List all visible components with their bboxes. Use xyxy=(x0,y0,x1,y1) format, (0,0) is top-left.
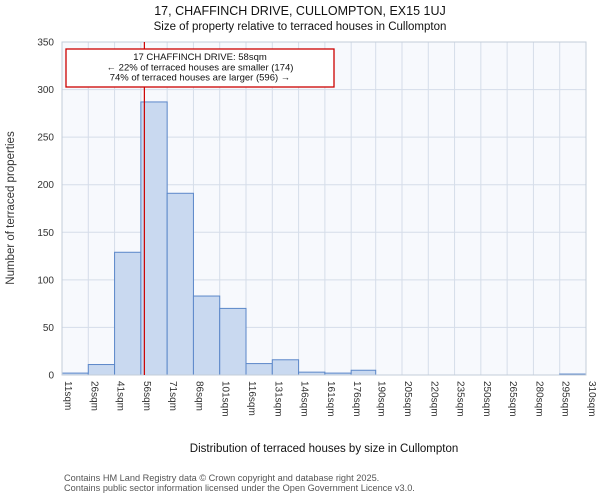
y-tick-label: 350 xyxy=(37,38,54,49)
x-tick-label: 190sqm xyxy=(376,381,387,417)
tick-labels: 11sqm 26sqm 41sqm 56sqm 71sqm 86sqm 101sqm 116s… xyxy=(37,38,597,417)
x-tick-label: 71sqm xyxy=(167,381,178,411)
x-tick-label: 310sqm xyxy=(586,381,597,417)
x-tick-label: 41sqm xyxy=(115,381,126,411)
y-tick-label: 250 xyxy=(37,133,54,144)
y-tick-label: 50 xyxy=(43,323,55,334)
x-tick-label: 265sqm xyxy=(507,381,518,417)
y-tick-label: 0 xyxy=(48,371,54,382)
plot-border xyxy=(61,41,587,376)
x-tick-label: 250sqm xyxy=(481,381,492,417)
chart-title: 17, CHAFFINCH DRIVE, CULLOMPTON, EX15 1U… xyxy=(154,4,446,18)
x-tick-label: 205sqm xyxy=(402,381,413,417)
plot-border-rect xyxy=(61,41,587,376)
y-tick-label: 150 xyxy=(37,228,54,239)
chart-subtitle: Size of property relative to terraced ho… xyxy=(154,21,447,33)
histogram-bar xyxy=(166,192,194,376)
x-tick-label: 11sqm xyxy=(62,381,73,410)
bars xyxy=(61,101,587,376)
x-tick-label: 116sqm xyxy=(246,381,257,416)
x-tick-label: 220sqm xyxy=(428,381,439,417)
histogram-bar xyxy=(271,359,300,376)
y-tick-label: 100 xyxy=(37,275,54,286)
footer-line-2: Contains public sector information licen… xyxy=(64,483,415,493)
histogram-bar xyxy=(140,101,168,376)
x-tick-label: 280sqm xyxy=(533,381,544,417)
x-tick-label: 56sqm xyxy=(141,381,152,411)
x-tick-label: 146sqm xyxy=(299,381,310,417)
x-tick-label: 101sqm xyxy=(220,381,231,417)
x-tick-label: 176sqm xyxy=(351,381,362,417)
annotation-border xyxy=(65,48,335,88)
y-tick-label: 200 xyxy=(37,180,54,191)
x-tick-label: 295sqm xyxy=(560,381,571,417)
histogram-bar xyxy=(245,363,273,376)
annotation-line-1: 17 CHAFFINCH DRIVE: 58sqm xyxy=(133,52,267,63)
x-axis-title: Distribution of terraced houses by size … xyxy=(190,443,458,455)
x-tick-label: 161sqm xyxy=(325,381,336,417)
histogram-bar xyxy=(87,364,116,376)
footer-line-1: Contains HM Land Registry data © Crown c… xyxy=(64,473,379,483)
y-tick-label: 300 xyxy=(37,85,54,96)
histogram-bar xyxy=(192,295,221,376)
histogram-bar xyxy=(114,251,142,376)
y-axis-title: Number of terraced properties xyxy=(5,131,17,285)
annotation-line-2: ← 22% of terraced houses are smaller (17… xyxy=(107,63,294,74)
x-tick-label: 235sqm xyxy=(455,381,466,417)
x-tick-label: 26sqm xyxy=(88,381,99,411)
histogram-bar xyxy=(350,369,377,376)
x-tick-label: 86sqm xyxy=(193,381,204,411)
annotation-line-3: 74% of terraced houses are larger (596) … xyxy=(110,73,291,84)
annotation-box: 17 CHAFFINCH DRIVE: 58sqm ← 22% of terra… xyxy=(65,48,335,88)
x-tick-label: 131sqm xyxy=(272,381,283,417)
histogram-bar xyxy=(219,307,247,376)
